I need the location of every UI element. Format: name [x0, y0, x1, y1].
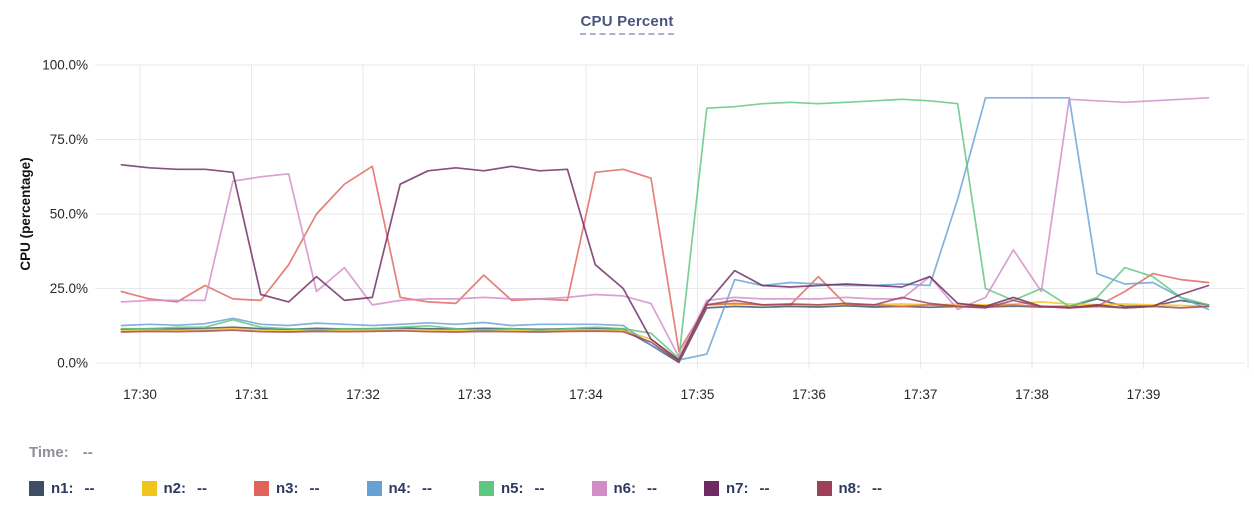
x-tick-label: 17:37: [904, 387, 938, 402]
legend-label: n3:: [276, 480, 299, 497]
x-tick-label: 17:36: [792, 387, 826, 402]
legend-value: --: [534, 480, 545, 497]
x-tick-label: 17:33: [458, 387, 492, 402]
y-tick-label: 75.0%: [50, 132, 88, 147]
x-tick-label: 17:39: [1127, 387, 1161, 402]
legend-label: n1:: [51, 480, 74, 497]
hover-readout: Time: --: [29, 444, 93, 461]
series-line-n8: [120, 296, 1210, 363]
legend-swatch-n5: [479, 481, 494, 496]
legend-value: --: [422, 480, 432, 497]
x-tick-label: 17:30: [123, 387, 157, 402]
legend-item-n3[interactable]: n3: --: [254, 480, 367, 497]
legend-value: --: [759, 480, 770, 497]
legend-item-n2[interactable]: n2: --: [141, 480, 255, 497]
time-label: Time:: [29, 444, 69, 461]
legend-item-n6[interactable]: n6: --: [591, 480, 705, 497]
legend-swatch-n2: [141, 481, 157, 496]
legend-value: --: [647, 480, 657, 497]
legend-value: --: [84, 480, 95, 497]
legend-swatch-n7: [704, 481, 719, 496]
y-tick-label: 25.0%: [50, 281, 88, 296]
cpu-chart[interactable]: 0.0% 25.0% 50.0% 75.0% 100.0% 17:30 17:31 17:32…: [0, 0, 1254, 428]
legend-value: --: [309, 480, 320, 497]
legend-swatch-n4: [366, 481, 382, 496]
legend-label: n5:: [501, 480, 524, 497]
x-tick-label: 17:38: [1015, 387, 1049, 402]
series-line-n3: [120, 165, 1210, 352]
y-tick-label: 0.0%: [57, 356, 88, 371]
x-tick-label: 17:32: [346, 387, 380, 402]
legend-label: n6:: [613, 480, 637, 497]
legend-label: n8:: [838, 480, 862, 497]
x-tick-label: 17:34: [569, 387, 603, 402]
series-line-n4: [120, 96, 1210, 361]
legend-label: n4:: [388, 480, 412, 497]
legend-value: --: [872, 480, 882, 497]
legend-item-n8[interactable]: n8: --: [816, 480, 930, 497]
legend-item-n5[interactable]: n5: --: [479, 480, 592, 497]
legend-value: --: [197, 480, 207, 497]
y-tick-label: 50.0%: [50, 207, 88, 222]
chart-title-row: CPU Percent: [0, 13, 1254, 35]
legend-swatch-n3: [254, 481, 269, 496]
legend-label: n2:: [163, 480, 187, 497]
y-axis-title: CPU (percentage): [18, 157, 33, 270]
legend-swatch-n1: [29, 481, 44, 496]
series-line-n7: [120, 163, 1210, 361]
x-tick-label: 17:35: [681, 387, 715, 402]
time-value: --: [82, 444, 93, 461]
legend-swatch-n8: [816, 481, 832, 496]
series-line-n5: [120, 98, 1210, 360]
series-legend: n1: -- n2: -- n3: -- n4: -- n5: -- n6: -- n7: -- n8: --: [29, 480, 929, 497]
y-tick-label: 100.0%: [42, 58, 88, 73]
legend-item-n7[interactable]: n7: --: [704, 480, 817, 497]
legend-item-n4[interactable]: n4: --: [366, 480, 480, 497]
legend-label: n7:: [726, 480, 749, 497]
legend-item-n1[interactable]: n1: --: [29, 480, 142, 497]
x-tick-label: 17:31: [235, 387, 269, 402]
series-line-n6: [120, 96, 1210, 358]
chart-title[interactable]: CPU Percent: [580, 13, 674, 35]
legend-swatch-n6: [591, 481, 607, 496]
